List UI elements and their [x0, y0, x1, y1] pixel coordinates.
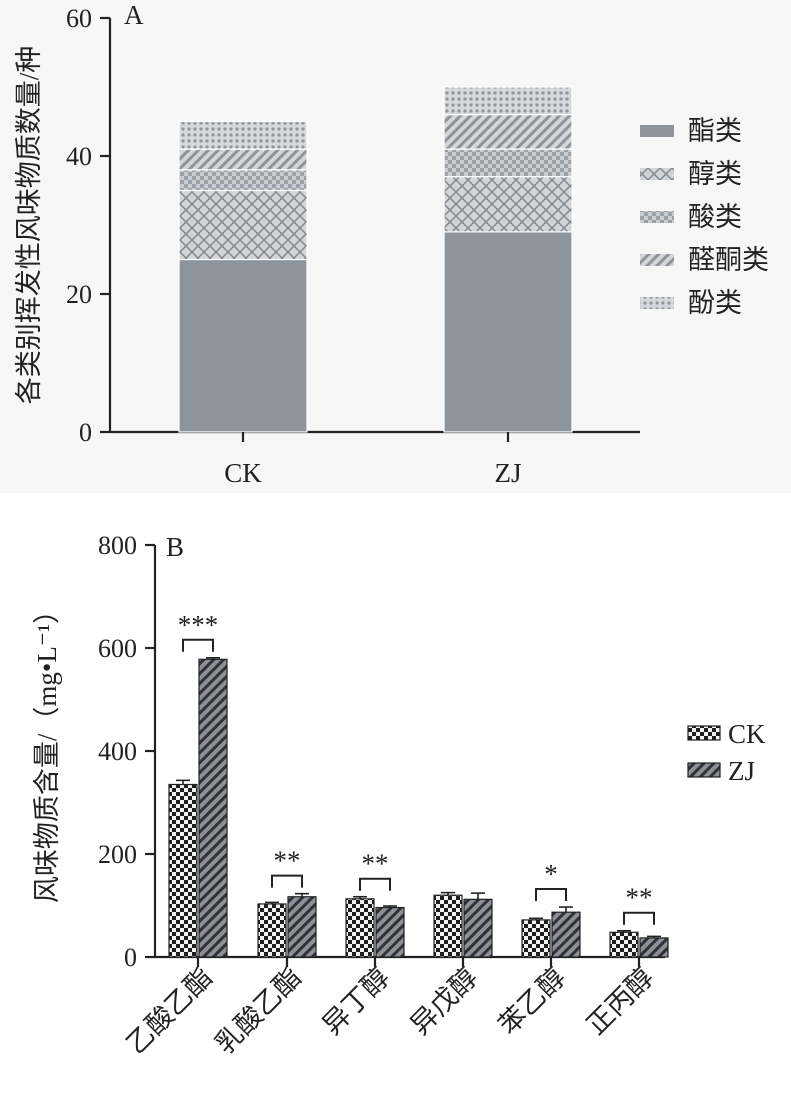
panel-b-y-tick-label: 800: [98, 531, 137, 560]
panel-b-legend-swatch: [687, 762, 721, 778]
panel-b-significance-bracket: [182, 638, 214, 652]
panel-a-legend-label: 醛酮类: [688, 245, 769, 275]
panel-b-significance-label: **: [626, 883, 653, 913]
panel-a-background: [0, 0, 791, 493]
panel-b-chart: B 风味物质含量/（mg•L⁻¹） 0 200 400 600 800 乙酸乙酯乳酸乙酯…: [32, 531, 766, 1060]
panel-b-letter: B: [166, 532, 184, 562]
panel-b-bar-zj: [375, 906, 405, 958]
panel-a-legend-label: 醇类: [688, 159, 742, 189]
panel-a-bar-segment: [178, 169, 308, 192]
panel-b-bar-ck: [433, 894, 463, 958]
panel-b-bar-zj: [551, 911, 581, 958]
panel-b-bar-ck: [168, 783, 198, 958]
panel-b-bar-ck: [257, 903, 287, 958]
panel-b-y-tick-label: 600: [98, 634, 137, 663]
panel-b-significance-label: **: [274, 846, 301, 876]
panel-a-bar-segment: [178, 258, 308, 433]
panel-b-x-tick-label: 苯乙醇: [493, 962, 571, 1040]
panel-b-y-tick-label: 400: [98, 737, 137, 766]
panel-b-bar-zj: [463, 898, 493, 958]
panel-b-bar-zj: [287, 896, 317, 958]
panel-b-y-tick-label: 200: [98, 840, 137, 869]
panel-a-bar-segment: [178, 189, 308, 261]
panel-a-y-tick-label: 40: [66, 142, 92, 171]
panel-b-legend-swatch: [687, 725, 721, 741]
panel-a-x-tick-label: ZJ: [495, 458, 522, 488]
panel-a-bar-segment: [178, 120, 308, 150]
panel-b-x-tick-label: 异丁醇: [317, 962, 395, 1040]
panel-b-bar-zj: [639, 937, 669, 958]
panel-a-legend-swatch: [640, 168, 674, 180]
panel-b-significance-label: *: [544, 859, 558, 889]
panel-a-bar-segment: [443, 231, 573, 433]
panel-b-legend: CK ZJ: [687, 719, 766, 786]
panel-a-legend-swatch: [640, 125, 674, 137]
panel-a-legend-swatch: [640, 297, 674, 309]
panel-b-x-tick-label: 乙酸乙酯: [121, 962, 219, 1060]
panel-b-bar-ck: [609, 931, 639, 958]
panel-a-legend-label: 酚类: [688, 288, 742, 318]
panel-a-letter: A: [124, 0, 144, 30]
panel-a-bar-segment: [178, 148, 308, 171]
panel-b-significance-bracket: [623, 911, 655, 925]
panel-a-legend-swatch: [640, 254, 674, 266]
panel-a-y-tick-label: 20: [66, 280, 92, 309]
panel-b-bar-zj: [198, 658, 228, 958]
panel-a-y-tick-label: 0: [79, 418, 92, 447]
panel-b-bar-ck: [521, 919, 551, 958]
panel-b-legend-label: CK: [728, 719, 766, 749]
panel-b-x-tick-label: 正丙醇: [581, 962, 659, 1040]
panel-a-bar-segment: [443, 176, 573, 233]
panel-a-bar-segment: [443, 148, 573, 178]
panel-b-x-tick-label: 异戊醇: [405, 962, 483, 1040]
panel-b-x-tick-label: 乳酸乙酯: [210, 962, 308, 1060]
panel-b-bar-ck: [345, 898, 375, 958]
panel-a-legend-label: 酯类: [688, 116, 742, 146]
panel-a-legend-label: 酸类: [688, 202, 742, 232]
panel-b-y-axis-title: 风味物质含量/（mg•L⁻¹）: [32, 597, 62, 903]
panel-b-significance-bracket: [359, 877, 391, 891]
panel-a-y-axis-title: 各类别挥发性风味物质数量/种: [14, 46, 44, 405]
panel-b-y-tick-label: 0: [124, 943, 137, 972]
panel-b-significance-bracket: [271, 874, 303, 888]
panel-a-y-tick-label: 60: [66, 4, 92, 33]
panel-a-x-tick-label: CK: [224, 458, 262, 488]
panel-a-bar-segment: [443, 86, 573, 116]
panel-b-legend-label: ZJ: [728, 756, 755, 786]
panel-a-chart: A 各类别挥发性风味物质数量/种 0 20 40 60 CK ZJ 酯类醇类酸类醛酮类酚…: [14, 0, 769, 488]
panel-a-bar-segment: [443, 113, 573, 150]
panel-b-significance-label: ***: [178, 610, 219, 640]
panel-b-significance-label: **: [362, 849, 389, 879]
panel-a-legend-swatch: [640, 211, 674, 223]
panel-b-significance-bracket: [535, 888, 567, 902]
